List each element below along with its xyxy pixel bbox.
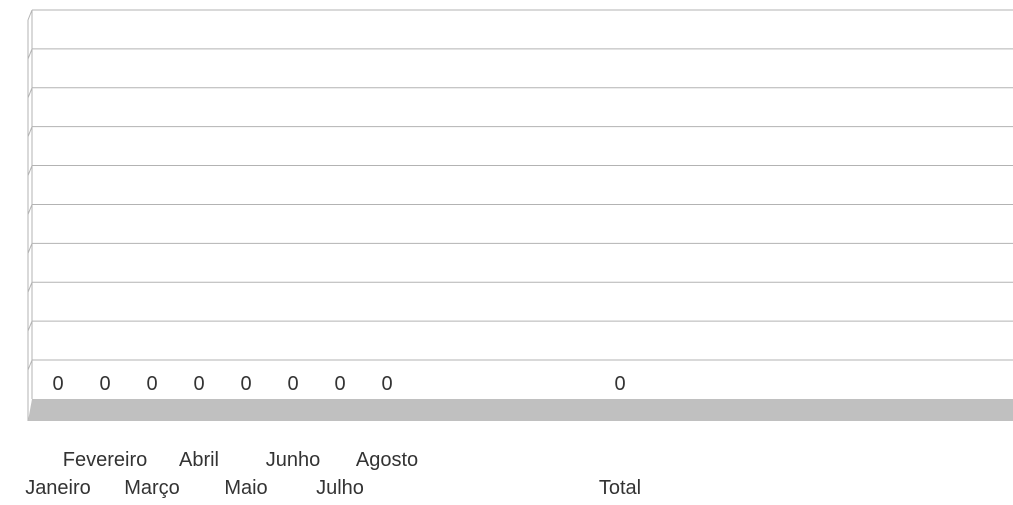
category-label-abril: Abril [179, 449, 219, 471]
gridline [27, 281, 1013, 293]
data-label-junho: 0 [287, 373, 298, 395]
gridline [27, 320, 1013, 332]
gridline [27, 48, 1013, 60]
gridline [27, 9, 1013, 21]
data-label-maio: 0 [240, 373, 251, 395]
gridline [27, 126, 1013, 137]
data-label-fevereiro: 0 [99, 373, 110, 395]
category-label-junho: Junho [266, 449, 321, 471]
category-label-janeiro: Janeiro [25, 477, 91, 499]
data-label-março: 0 [146, 373, 157, 395]
data-labels: 0 0 0 0 0 0 0 0 0 [52, 373, 625, 395]
category-label-fevereiro: Fevereiro [63, 449, 147, 471]
category-label-julho: Julho [316, 477, 364, 499]
data-label-abril: 0 [193, 373, 204, 395]
data-label-janeiro: 0 [52, 373, 63, 395]
gridline [27, 203, 1013, 215]
data-label-julho: 0 [334, 373, 345, 395]
gridline [27, 242, 1013, 254]
category-label-agosto: Agosto [356, 449, 418, 471]
gridlines [27, 9, 1013, 421]
gridline [27, 87, 1013, 98]
category-label-maio: Maio [224, 477, 267, 499]
category-label-mar-o: Março [124, 477, 180, 499]
gridline [27, 359, 1013, 371]
chart-floor [28, 399, 1013, 421]
gridline [27, 165, 1013, 176]
data-label-total: 0 [614, 373, 625, 395]
floor-plane [28, 399, 1013, 421]
data-label-agosto: 0 [381, 373, 392, 395]
category-label-total: Total [599, 477, 641, 499]
